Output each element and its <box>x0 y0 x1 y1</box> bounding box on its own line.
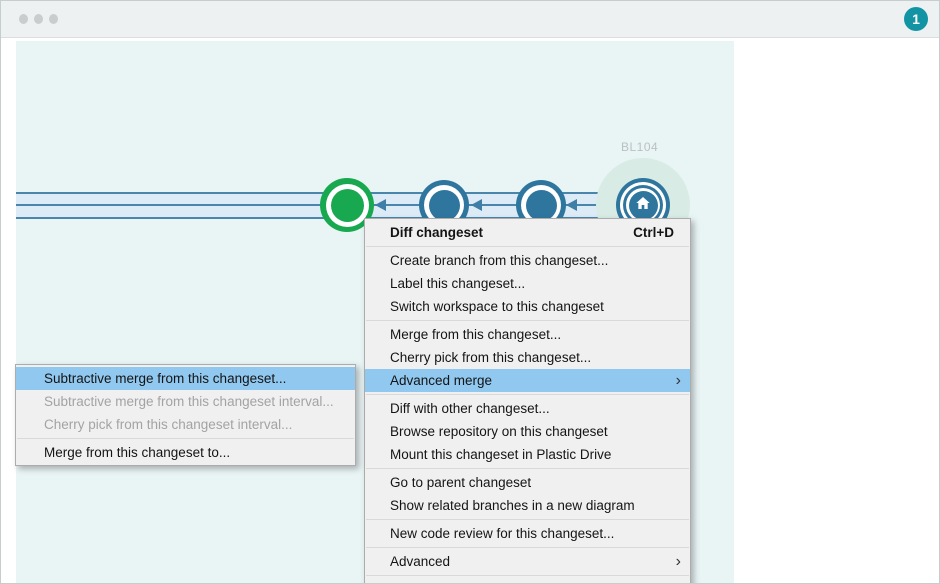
window-titlebar: 1 <box>1 1 939 38</box>
home-icon <box>635 195 651 216</box>
menu-item-label: Switch workspace to this changeset <box>390 299 604 314</box>
advanced-merge-submenu: Subtractive merge from this changeset...… <box>15 364 356 466</box>
menu-separator <box>366 468 689 469</box>
menu-item-browse-repository[interactable]: Browse repository on this changeset <box>365 420 690 443</box>
menu-separator <box>366 394 689 395</box>
menu-item-label: Subtractive merge from this changeset... <box>44 371 287 386</box>
menu-item-mount-plastic-drive[interactable]: Mount this changeset in Plastic Drive <box>365 443 690 466</box>
menu-item-label: Diff changeset <box>390 225 484 240</box>
window-dot-icon <box>19 14 28 24</box>
window-dot-icon <box>34 14 43 24</box>
window-dot-icon <box>49 14 58 24</box>
menu-item-label: Merge from this changeset to... <box>44 445 231 460</box>
submenu-item-subtractive-merge-interval: Subtractive merge from this changeset in… <box>16 390 355 413</box>
menu-item-label: Mount this changeset in Plastic Drive <box>390 447 612 462</box>
submenu-item-merge-from-to[interactable]: Merge from this changeset to... <box>16 441 355 464</box>
menu-item-advanced[interactable]: Advanced › <box>365 550 690 573</box>
branch-label: BL104 <box>621 140 659 154</box>
menu-separator <box>366 246 689 247</box>
menu-item-label: Merge from this changeset... <box>390 327 562 342</box>
menu-separator <box>366 575 689 576</box>
menu-item-label: Label this changeset... <box>390 276 526 291</box>
menu-item-switch-workspace[interactable]: Switch workspace to this changeset <box>365 295 690 318</box>
menu-item-label: Show related branches in a new diagram <box>390 498 635 513</box>
menu-item-advanced-merge[interactable]: Advanced merge › <box>365 369 690 392</box>
submenu-item-subtractive-merge[interactable]: Subtractive merge from this changeset... <box>16 367 355 390</box>
submenu-chevron-icon: › <box>675 553 681 570</box>
submenu-item-cherry-pick-interval: Cherry pick from this changeset interval… <box>16 413 355 436</box>
menu-item-label: Cherry pick from this changeset interval… <box>44 417 293 432</box>
menu-item-label: Browse repository on this changeset <box>390 424 608 439</box>
menu-item-diff-changeset[interactable]: Diff changeset Ctrl+D <box>365 221 690 244</box>
menu-item-shortcut: Ctrl+D <box>633 225 674 240</box>
menu-separator <box>366 519 689 520</box>
menu-item-label: Subtractive merge from this changeset in… <box>44 394 334 409</box>
menu-item-diff-with-other[interactable]: Diff with other changeset... <box>365 397 690 420</box>
menu-separator <box>17 438 354 439</box>
menu-item-cherry-pick[interactable]: Cherry pick from this changeset... <box>365 346 690 369</box>
merge-arrow-icon <box>471 199 482 211</box>
menu-item-label: Cherry pick from this changeset... <box>390 350 592 365</box>
menu-item-label: Go to parent changeset <box>390 475 532 490</box>
submenu-chevron-icon: › <box>675 372 681 389</box>
menu-item-create-branch[interactable]: Create branch from this changeset... <box>365 249 690 272</box>
menu-item-label: New code review for this changeset... <box>390 526 615 541</box>
menu-item-label: Diff with other changeset... <box>390 401 550 416</box>
merge-arrow-icon <box>566 199 577 211</box>
menu-item-new-code-review[interactable]: New code review for this changeset... <box>365 522 690 545</box>
menu-item-label-changeset[interactable]: Label this changeset... <box>365 272 690 295</box>
menu-separator <box>366 547 689 548</box>
menu-item-show-related-branches[interactable]: Show related branches in a new diagram <box>365 494 690 517</box>
menu-item-label: Advanced merge <box>390 373 493 388</box>
changeset-context-menu: Diff changeset Ctrl+D Create branch from… <box>364 218 691 583</box>
menu-item-go-to-parent[interactable]: Go to parent changeset <box>365 471 690 494</box>
menu-item-label: Create branch from this changeset... <box>390 253 609 268</box>
menu-separator <box>366 320 689 321</box>
menu-item-merge-from[interactable]: Merge from this changeset... <box>365 323 690 346</box>
menu-item-label: Advanced <box>390 554 451 569</box>
merge-arrow-icon <box>375 199 386 211</box>
step-badge: 1 <box>904 7 928 31</box>
